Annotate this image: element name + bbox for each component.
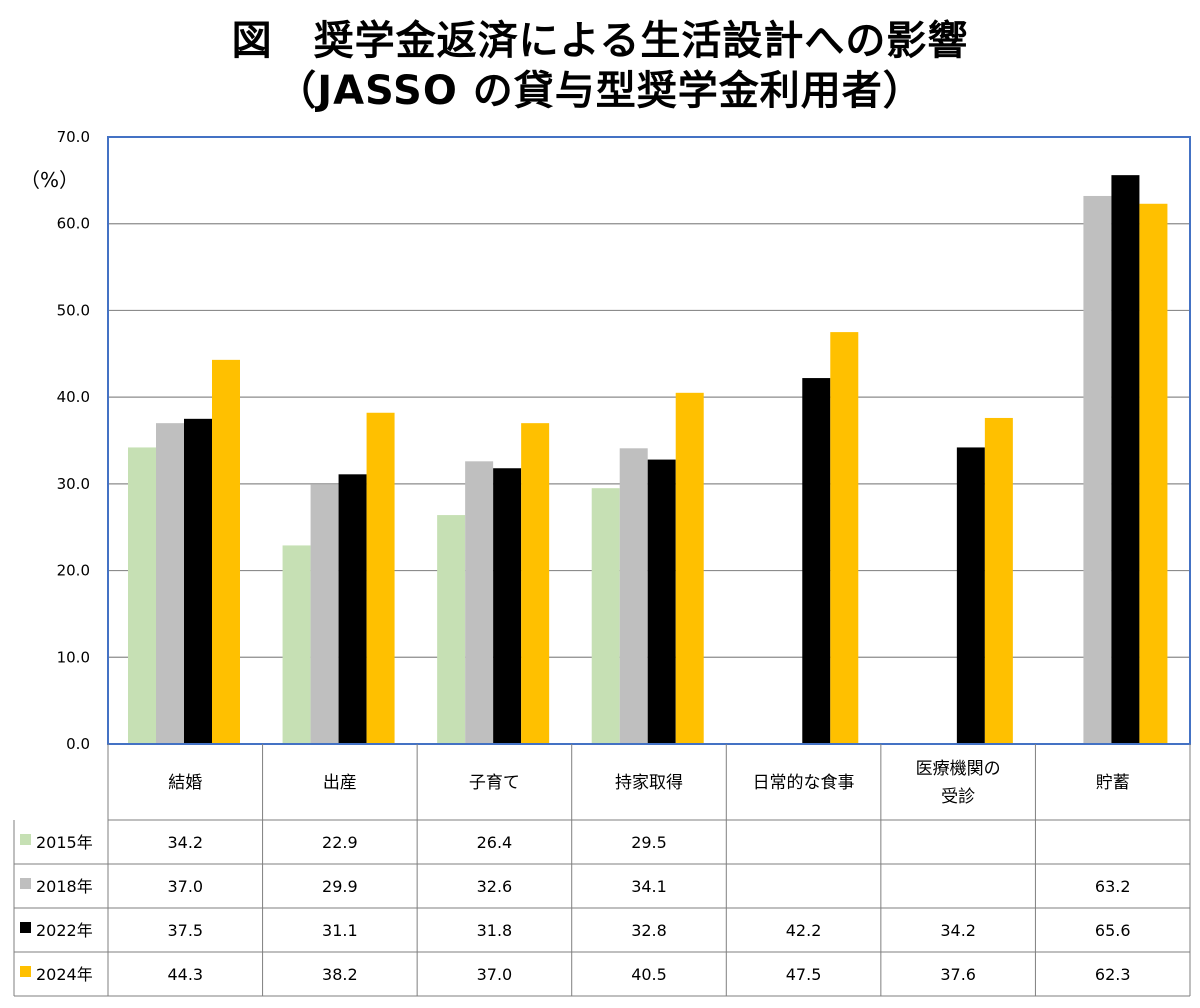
data-table-value: 29.5	[631, 833, 667, 852]
data-table-value: 65.6	[1095, 921, 1131, 940]
bar	[956, 447, 985, 744]
y-tick-label: 30.0	[57, 475, 90, 493]
data-table-value: 37.0	[477, 965, 513, 984]
bar	[437, 515, 466, 744]
data-table-value: 63.2	[1095, 877, 1131, 896]
bar	[282, 545, 311, 744]
data-table-value: 44.3	[167, 965, 203, 984]
data-table-value: 62.3	[1095, 965, 1131, 984]
data-table-value: 34.1	[631, 877, 667, 896]
bar	[830, 332, 859, 744]
bar	[1111, 175, 1140, 744]
data-table-value: 47.5	[786, 965, 822, 984]
bar	[310, 484, 339, 744]
bar	[619, 448, 648, 744]
y-unit-label: （%）	[20, 168, 80, 192]
category-label: 貯蓄	[1096, 773, 1130, 793]
data-table-value: 38.2	[322, 965, 358, 984]
chart-title-line2: （JASSO の貸与型奨学金利用者）	[276, 68, 924, 114]
data-table-value: 31.1	[322, 921, 358, 940]
data-table-value: 37.0	[167, 877, 203, 896]
category-label: 結婚	[168, 773, 202, 793]
bar	[184, 418, 212, 744]
category-label: 子育て	[469, 773, 520, 793]
bar	[1139, 203, 1168, 744]
bar	[802, 378, 831, 744]
legend-label: 2022年	[36, 921, 93, 940]
y-tick-label: 20.0	[57, 562, 90, 580]
bar	[465, 461, 494, 744]
y-tick-label: 70.0	[57, 128, 90, 146]
legend-swatch	[20, 834, 31, 845]
bar	[591, 488, 620, 744]
data-table-value: 32.8	[631, 921, 667, 940]
legend-label: 2015年	[36, 833, 93, 852]
legend-swatch	[20, 922, 31, 933]
data-table-value: 34.2	[940, 921, 976, 940]
category-label: 持家取得	[615, 773, 683, 793]
bar	[338, 474, 367, 744]
category-label: 受診	[941, 787, 975, 807]
data-table-value: 37.5	[167, 921, 203, 940]
data-table-value: 22.9	[322, 833, 358, 852]
category-label: 医療機関の	[916, 759, 1001, 779]
bar	[156, 423, 184, 744]
bar	[647, 459, 676, 744]
y-tick-label: 50.0	[57, 301, 90, 319]
legend-swatch	[20, 878, 31, 889]
bar	[675, 392, 704, 744]
data-table-value: 34.2	[167, 833, 203, 852]
plot-frame	[107, 136, 1191, 745]
category-label: 出産	[323, 773, 357, 793]
bar	[366, 412, 395, 744]
data-table-value: 40.5	[631, 965, 667, 984]
y-tick-label: 40.0	[57, 388, 90, 406]
legend-label: 2024年	[36, 965, 93, 984]
y-tick-label: 0.0	[66, 735, 90, 753]
bar	[1083, 195, 1112, 745]
bar	[212, 359, 240, 744]
legend-label: 2018年	[36, 877, 93, 896]
chart-title-line1: 図 奨学金返済による生活設計への影響	[231, 18, 969, 64]
bar	[984, 417, 1013, 744]
category-label: 日常的な食事	[753, 773, 855, 793]
bar	[521, 423, 550, 744]
bar	[128, 447, 156, 744]
data-table-value: 42.2	[786, 921, 822, 940]
y-tick-label: 60.0	[57, 215, 90, 233]
legend-swatch	[20, 966, 31, 977]
data-table-value: 32.6	[477, 877, 513, 896]
data-table-value: 31.8	[477, 921, 513, 940]
data-table-value: 29.9	[322, 877, 358, 896]
data-table-value: 26.4	[477, 833, 513, 852]
data-table-value: 37.6	[940, 965, 976, 984]
bar	[493, 468, 522, 744]
y-tick-label: 10.0	[57, 648, 90, 666]
